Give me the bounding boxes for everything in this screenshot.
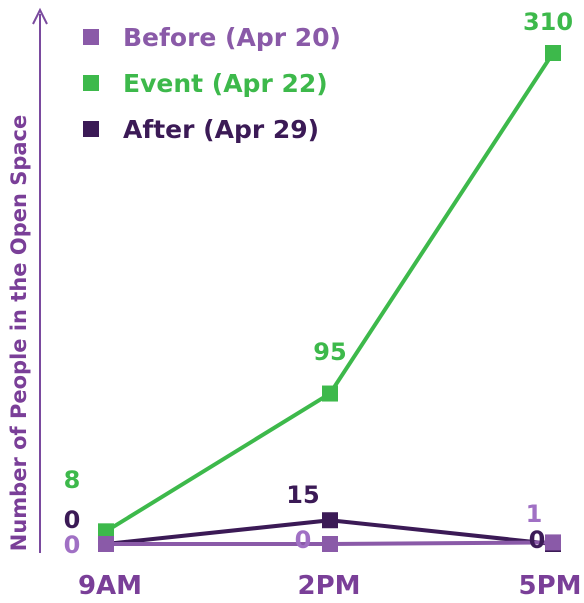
legend-label-2: Event (Apr 22) — [123, 69, 328, 98]
x-tick-label-1: 9AM — [78, 571, 142, 601]
data-label-s1-2: 0 — [295, 526, 312, 554]
legend-label-3: After (Apr 29) — [123, 115, 319, 144]
data-label-s1-1: 0 — [64, 531, 81, 559]
data-label-s2-2: 95 — [313, 338, 346, 366]
series-2-point-2 — [322, 385, 338, 402]
series-2-point-3 — [545, 45, 561, 61]
y-axis-label: Number of People in the Open Space — [7, 115, 31, 551]
data-label-s2-3: 310 — [523, 8, 573, 36]
legend: Before (Apr 20) Event (Apr 22) After (Apr … — [83, 23, 341, 144]
legend-swatch-2 — [83, 75, 99, 91]
legend-label-1: Before (Apr 20) — [123, 23, 341, 52]
data-label-s3-1: 0 — [64, 506, 81, 534]
x-tick-label-2: 2PM — [297, 571, 360, 601]
series-1-point-1 — [98, 536, 114, 552]
series-1-point-2 — [322, 536, 338, 552]
x-tick-label-3: 5PM — [518, 571, 581, 601]
series-1-point-3 — [545, 534, 561, 551]
series-2-point-1 — [98, 523, 114, 540]
axes — [32, 7, 48, 553]
y-axis-arrow — [32, 7, 48, 25]
data-label-s1-3: 1 — [526, 500, 543, 528]
series-lines — [98, 45, 561, 552]
legend-swatch-1 — [83, 29, 99, 45]
data-label-s3-3: 0 — [529, 526, 546, 554]
data-label-s2-1: 8 — [64, 466, 81, 494]
x-tick-labels: 9AM 2PM 5PM — [78, 571, 582, 601]
data-label-s3-2: 15 — [286, 481, 319, 509]
series-3-point-2 — [322, 512, 338, 529]
legend-swatch-3 — [83, 121, 99, 137]
